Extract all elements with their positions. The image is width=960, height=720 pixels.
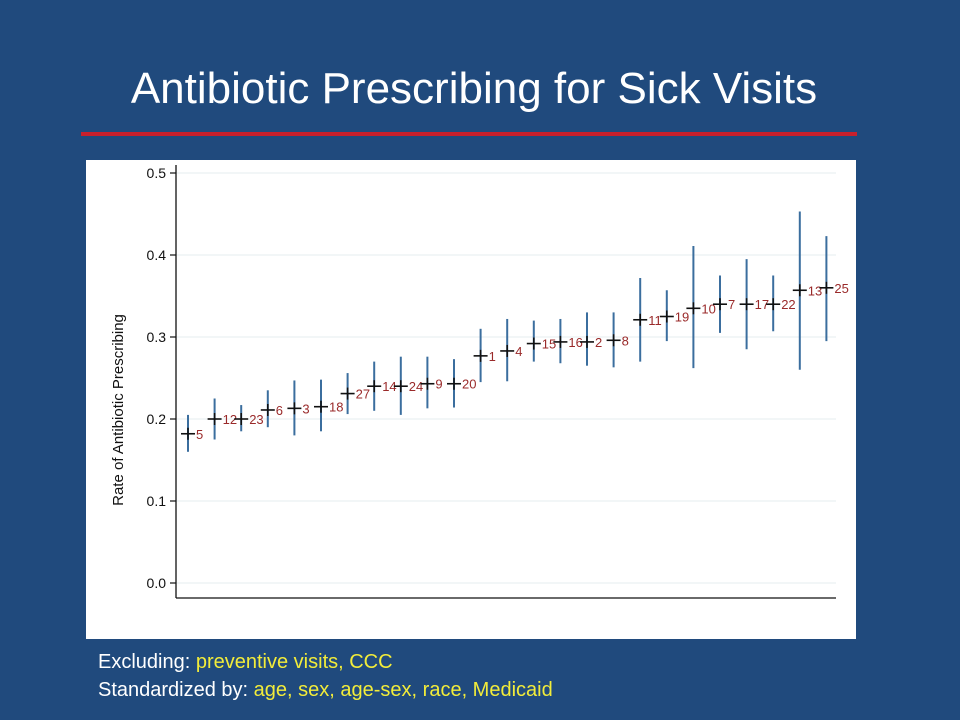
point-label: 5 [196,427,203,442]
standardized-line: Standardized by: age, sex, age-sex, race… [98,676,553,704]
slide-title: Antibiotic Prescribing for Sick Visits [130,64,818,113]
y-tick-label: 0.5 [147,165,167,181]
point-label: 25 [834,281,848,296]
data-point-13: 13 [792,211,822,370]
excluding-value: preventive visits, CCC [195,651,393,673]
point-label: 27 [356,387,370,402]
y-tick-label: 0.2 [147,411,167,427]
point-label: 10 [701,301,715,316]
title-divider [81,132,857,136]
point-label: 15 [542,337,556,352]
data-point-1: 1 [473,328,496,383]
grid-layer [176,172,836,584]
data-point-18: 18 [314,379,343,432]
data-point-2: 2 [580,312,602,366]
point-label: 4 [515,344,522,359]
point-label: 19 [675,310,689,325]
point-label: 3 [302,401,309,416]
data-point-4: 4 [500,318,522,382]
y-tick-label: 0.3 [147,329,167,345]
data-point-23: 23 [234,405,264,432]
point-label: 1 [489,349,496,364]
data-point-12: 12 [207,398,237,440]
data-point-15: 15 [526,320,556,362]
y-tick-label: 0.1 [147,493,167,509]
data-point-10: 10 [686,245,716,369]
standardized-label: Standardized by: [98,679,249,701]
data-point-20: 20 [447,359,476,408]
point-label: 9 [435,377,442,392]
standardized-value: age, sex, age-sex, race, Medicaid [253,679,553,701]
point-label: 7 [728,297,735,312]
point-label: 20 [462,377,476,392]
y-tick-label: 0.0 [147,575,167,591]
point-label: 23 [249,412,263,427]
chart-plot: 0.0 0.1 0.2 0.3 0.4 0.5 Rate of Antibiotic Pr… [110,165,849,599]
data-point-19: 19 [659,290,689,342]
data-point-14: 14 [367,361,397,411]
point-label: 18 [329,400,343,415]
point-label: 2 [595,335,602,350]
excluding-label: Excluding: [98,651,191,673]
data-point-17: 17 [739,259,769,350]
data-point-7: 7 [713,275,735,333]
point-label: 22 [781,297,795,312]
point-label: 11 [648,313,662,328]
axis-layer: 0.0 0.1 0.2 0.3 0.4 0.5 [147,165,836,599]
data-point-3: 3 [287,380,310,436]
point-label: 13 [808,283,822,298]
data-point-16: 16 [553,318,583,364]
point-label: 24 [409,379,423,394]
data-point-9: 9 [420,356,443,409]
data-point-8: 8 [606,312,629,368]
y-axis-label: Rate of Antibiotic Prescribing [110,314,127,506]
data-point-25: 25 [819,236,849,342]
data-point-6: 6 [260,390,283,428]
point-label: 6 [276,403,283,418]
point-label: 8 [622,333,629,348]
point-label: 14 [382,379,396,394]
data-point-22: 22 [766,275,796,332]
point-label: 16 [568,335,582,350]
data-point-5: 5 [181,414,203,452]
data-point-27: 27 [340,373,370,415]
slide-notes: Excluding: preventive visits, CCC Standa… [98,648,553,704]
point-label: 12 [223,412,237,427]
data-point-24: 24 [393,356,423,415]
point-label: 17 [755,297,769,312]
excluding-line: Excluding: preventive visits, CCC [98,648,553,676]
data-point-11: 11 [633,277,662,362]
chart-panel: 0.0 0.1 0.2 0.3 0.4 0.5 Rate of Antibiotic Pr… [86,160,856,639]
y-tick-label: 0.4 [147,247,167,263]
